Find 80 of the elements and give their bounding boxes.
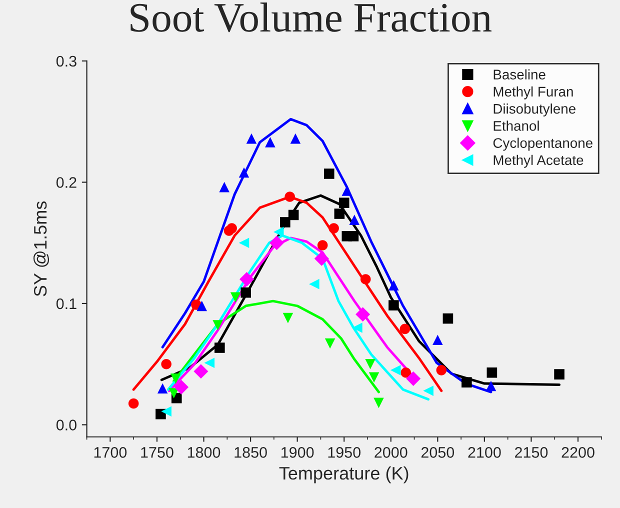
point <box>288 210 299 220</box>
x-tick-label: 1750 <box>141 447 174 458</box>
legend-label: Baseline <box>494 69 546 80</box>
x-tick-label: 1900 <box>281 447 314 458</box>
point <box>238 238 250 248</box>
y-tick-label: 0.3 <box>56 56 76 67</box>
point <box>360 274 371 284</box>
point <box>400 367 411 378</box>
point <box>240 287 252 298</box>
x-tick-label: 2200 <box>562 447 594 458</box>
point <box>349 214 360 225</box>
point <box>290 133 301 144</box>
legend-label: Methyl Acetate <box>494 154 584 168</box>
x-tick-label: 1800 <box>188 447 220 458</box>
point <box>400 324 410 334</box>
x-tick-label: 1700 <box>94 447 127 458</box>
point <box>374 398 384 408</box>
point <box>388 300 399 310</box>
point <box>174 380 189 394</box>
point <box>161 406 172 417</box>
point <box>309 278 320 290</box>
point <box>230 292 241 303</box>
point <box>390 365 401 376</box>
point <box>269 236 284 250</box>
y-tick-label: 0.1 <box>56 298 76 310</box>
point <box>462 377 472 388</box>
point <box>486 367 498 378</box>
point <box>214 342 225 353</box>
point <box>436 365 447 376</box>
x-axis-title: Temperature (K) <box>279 466 408 484</box>
point <box>219 182 230 192</box>
x-tick-label: 2150 <box>515 447 548 458</box>
point <box>196 300 208 312</box>
point <box>486 380 496 392</box>
x-tick-label: 2100 <box>468 447 501 458</box>
x-tick-label: 2050 <box>421 447 454 458</box>
y-axis-title: SY @1.5ms <box>33 201 50 296</box>
point <box>204 358 215 368</box>
point <box>226 223 237 234</box>
point <box>128 398 139 409</box>
point <box>554 369 564 380</box>
point <box>282 312 294 324</box>
point <box>406 371 421 386</box>
point <box>324 168 334 179</box>
x-tick-label: 1850 <box>234 447 267 458</box>
point <box>246 133 257 144</box>
point <box>157 383 168 394</box>
point <box>356 307 370 322</box>
point <box>442 313 454 324</box>
point <box>432 334 443 346</box>
x-tick-label: 2000 <box>374 447 408 458</box>
y-tick-label: 0.0 <box>56 420 76 430</box>
point <box>194 364 208 379</box>
point <box>388 280 399 290</box>
chart-title: Soot Volume Fraction <box>130 2 492 32</box>
legend-label: Ethanol <box>494 120 539 131</box>
point <box>328 223 339 234</box>
point <box>240 272 254 287</box>
legend-label: Methyl Furan <box>494 86 573 100</box>
point <box>212 320 223 330</box>
point <box>317 240 328 250</box>
point <box>338 198 350 208</box>
legend-label: Diisobutylene <box>494 104 576 116</box>
point <box>423 386 434 396</box>
point <box>365 358 376 370</box>
point <box>280 217 290 228</box>
point <box>324 338 336 349</box>
point <box>334 208 345 219</box>
y-tick-label: 0.2 <box>56 177 76 188</box>
point <box>314 251 329 266</box>
point <box>284 192 295 202</box>
point <box>348 231 359 242</box>
legend-label: Cyclopentanone <box>493 138 592 151</box>
point <box>161 358 172 370</box>
point <box>170 374 181 384</box>
x-tick-label: 1950 <box>328 447 360 458</box>
point <box>238 167 250 178</box>
point <box>352 322 362 333</box>
point <box>368 372 380 383</box>
point <box>265 137 276 148</box>
